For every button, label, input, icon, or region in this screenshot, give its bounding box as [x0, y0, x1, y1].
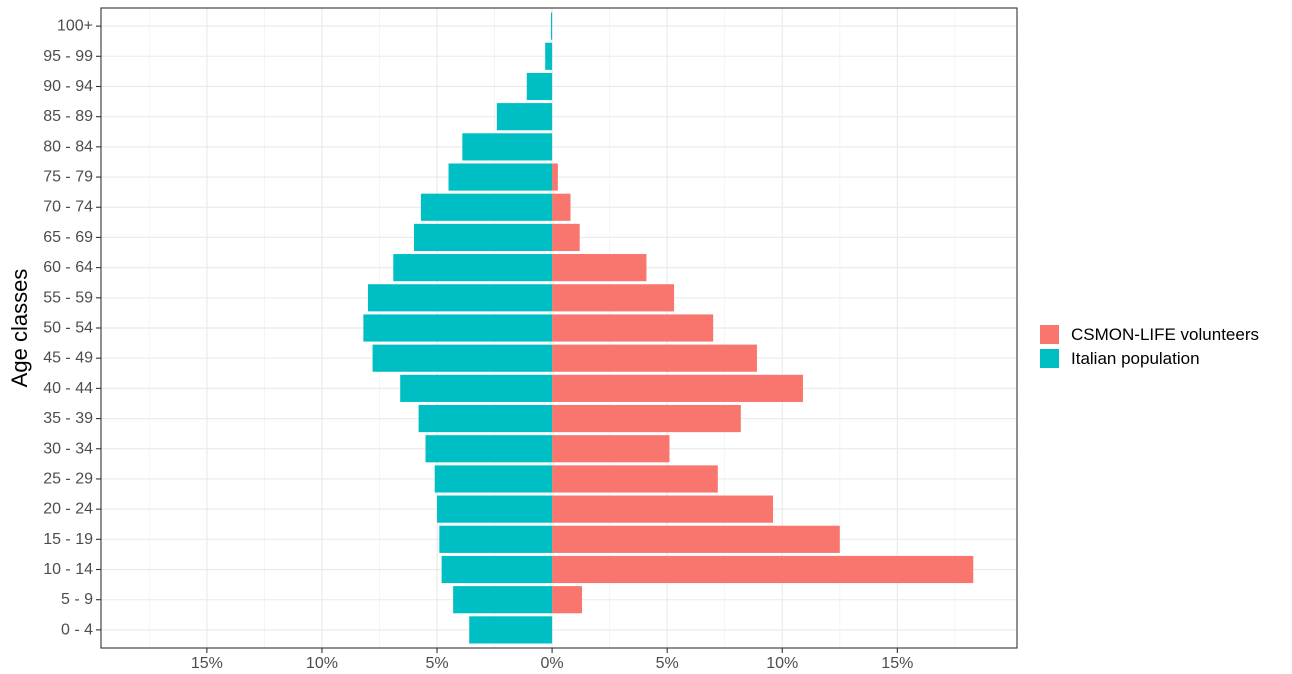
bar-italian-population [400, 374, 553, 402]
y-tick-label: 50 - 54 [43, 320, 93, 337]
bar-csmon-life-volunteers [552, 586, 583, 614]
x-tick-label: 5% [425, 655, 448, 672]
bars [363, 12, 974, 644]
bar-csmon-life-volunteers [552, 435, 670, 463]
bar-italian-population [439, 525, 553, 553]
y-axis-label: Age classes [7, 269, 32, 388]
bar-italian-population [372, 344, 553, 372]
y-tick-label: 65 - 69 [43, 229, 93, 246]
bar-csmon-life-volunteers [552, 525, 840, 553]
legend-label: CSMON-LIFE volunteers [1071, 325, 1259, 344]
bar-csmon-life-volunteers [552, 223, 580, 252]
y-tick-label: 70 - 74 [43, 199, 93, 216]
y-tick-label: 55 - 59 [43, 289, 93, 306]
y-tick-label: 15 - 19 [43, 531, 93, 548]
y-tick-label: 40 - 44 [43, 380, 93, 397]
legend: CSMON-LIFE volunteers Italian population [1040, 325, 1259, 368]
bar-italian-population [469, 616, 553, 644]
bar-italian-population [363, 314, 553, 342]
bar-italian-population [420, 193, 553, 221]
bar-italian-population [437, 495, 553, 523]
bar-italian-population [453, 586, 553, 614]
x-tick-label: 5% [656, 655, 679, 672]
x-axis-ticks: 15% 10% 5% 0% 5% 10% 15% [191, 648, 913, 672]
bar-csmon-life-volunteers [552, 404, 741, 433]
bar-csmon-life-volunteers [552, 284, 675, 312]
bar-italian-population [414, 223, 553, 252]
y-tick-label: 5 - 9 [61, 591, 93, 608]
y-tick-label: 90 - 94 [43, 78, 93, 95]
bar-italian-population [448, 163, 553, 191]
bar-italian-population [550, 12, 553, 40]
bar-italian-population [545, 42, 553, 70]
bar-italian-population [367, 284, 553, 312]
bar-csmon-life-volunteers [552, 374, 803, 402]
y-tick-label: 35 - 39 [43, 410, 93, 427]
bar-csmon-life-volunteers [552, 555, 974, 584]
bar-csmon-life-volunteers [552, 495, 774, 523]
x-tick-label: 15% [191, 655, 223, 672]
bar-csmon-life-volunteers [552, 314, 714, 342]
bar-csmon-life-volunteers [552, 193, 571, 221]
bar-csmon-life-volunteers [552, 465, 718, 493]
y-tick-label: 20 - 24 [43, 501, 93, 518]
y-tick-label: 0 - 4 [61, 621, 93, 638]
bar-italian-population [434, 465, 553, 493]
x-tick-label: 15% [881, 655, 913, 672]
bar-csmon-life-volunteers [552, 254, 647, 282]
y-tick-label: 85 - 89 [43, 108, 93, 125]
x-tick-label: 0% [541, 655, 564, 672]
y-tick-label: 25 - 29 [43, 470, 93, 487]
bar-italian-population [441, 555, 553, 584]
y-tick-label: 60 - 64 [43, 259, 93, 276]
y-tick-label: 10 - 14 [43, 561, 93, 578]
y-axis-ticks: 0 - 4 5 - 9 10 - 14 15 - 19 20 - 24 25 - 29 30… [43, 18, 101, 638]
bar-italian-population [393, 254, 553, 282]
bar-italian-population [425, 435, 553, 463]
bar-italian-population [462, 133, 553, 161]
bar-italian-population [496, 103, 553, 131]
y-tick-label: 95 - 99 [43, 48, 93, 65]
x-tick-label: 10% [306, 655, 338, 672]
y-tick-label: 45 - 49 [43, 350, 93, 367]
bar-italian-population [526, 72, 553, 101]
y-tick-label: 75 - 79 [43, 169, 93, 186]
bar-csmon-life-volunteers [552, 344, 757, 372]
y-tick-label: 30 - 34 [43, 440, 93, 457]
y-tick-label: 80 - 84 [43, 138, 93, 155]
bar-italian-population [418, 404, 553, 433]
bar-csmon-life-volunteers [552, 163, 558, 191]
legend-key [1040, 325, 1059, 344]
y-tick-label: 100+ [57, 18, 93, 35]
x-tick-label: 10% [766, 655, 798, 672]
legend-label: Italian population [1071, 349, 1200, 368]
legend-key [1040, 349, 1059, 368]
